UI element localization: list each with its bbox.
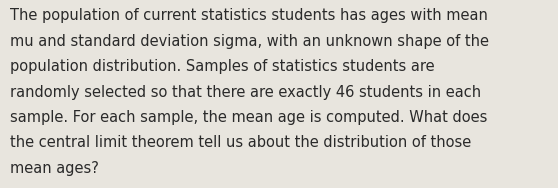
- Text: population distribution. Samples of statistics students are: population distribution. Samples of stat…: [10, 59, 435, 74]
- Text: sample. For each sample, the mean age is computed. What does: sample. For each sample, the mean age is…: [10, 110, 488, 125]
- Text: mean ages?: mean ages?: [10, 161, 99, 176]
- Text: The population of current statistics students has ages with mean: The population of current statistics stu…: [10, 8, 488, 24]
- Text: mu and standard deviation sigma, with an unknown shape of the: mu and standard deviation sigma, with an…: [10, 34, 489, 49]
- Text: randomly selected so that there are exactly 46 students in each: randomly selected so that there are exac…: [10, 85, 481, 100]
- Text: the central limit theorem tell us about the distribution of those: the central limit theorem tell us about …: [10, 135, 472, 150]
